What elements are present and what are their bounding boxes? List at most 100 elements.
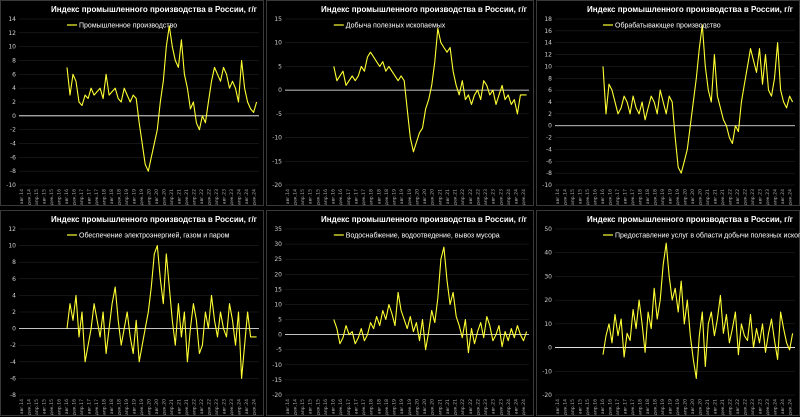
x-tick-label: апр.18 <box>369 399 375 415</box>
x-tick-label: апр.15 <box>300 399 306 415</box>
y-tick-label: -20 <box>272 182 282 189</box>
x-tick-label: авг.21 <box>176 189 182 204</box>
x-tick-label: авг.22 <box>735 189 741 204</box>
x-tick-label: апр.15 <box>34 189 40 205</box>
x-tick-label: авг.24 <box>244 189 250 204</box>
y-tick-label: 10 <box>8 243 16 250</box>
y-tick-label: 30 <box>274 241 282 248</box>
y-tick-label: 8 <box>12 58 16 65</box>
y-tick-label: -4 <box>546 146 552 153</box>
x-tick-label: дек.14 <box>562 399 568 415</box>
x-tick-label: авг.16 <box>331 399 337 414</box>
x-tick-label: дек.21 <box>720 399 726 415</box>
series-line <box>333 246 528 354</box>
y-tick-label: 15 <box>274 286 282 293</box>
y-tick-label: 0 <box>278 87 282 94</box>
chart-panel-6: Индекс промышленного производства в Росс… <box>536 210 800 416</box>
chart-title: Индекс промышленного производства в Росс… <box>321 5 528 14</box>
x-tick-label: авг.21 <box>712 189 718 204</box>
x-tick-label: авг.14 <box>285 399 291 414</box>
y-tick-label: 10 <box>544 63 552 70</box>
y-tick-label: 30 <box>544 273 552 280</box>
y-tick-label: 2 <box>12 99 16 106</box>
y-tick-label: 6 <box>12 71 16 78</box>
x-tick-label: дек.19 <box>407 399 413 415</box>
y-tick-label: 15 <box>274 16 282 23</box>
x-tick-label: дек.22 <box>742 399 748 415</box>
chart-title: Индекс промышленного производства в Росс… <box>587 215 794 224</box>
chart-svg: Индекс промышленного производства в Росс… <box>8 215 259 415</box>
x-tick-label: апр.24 <box>772 189 778 205</box>
x-tick-label: авг.23 <box>491 189 497 204</box>
x-tick-label: дек.24 <box>251 189 257 205</box>
x-tick-label: дек.16 <box>338 399 344 415</box>
y-tick-label: 12 <box>8 226 16 233</box>
x-tick-label: дек.21 <box>453 189 459 205</box>
x-tick-label: апр.17 <box>615 189 621 205</box>
x-tick-label: авг.23 <box>221 189 227 204</box>
x-tick-label: авг.23 <box>757 189 763 204</box>
x-tick-label: авг.24 <box>780 399 786 414</box>
x-tick-label: дек.21 <box>453 399 459 415</box>
x-tick-label: дек.22 <box>475 189 481 205</box>
chart-svg: Индекс промышленного производства в Росс… <box>6 5 259 205</box>
x-tick-label: дек.15 <box>315 189 321 205</box>
y-tick-label: -15 <box>272 158 282 165</box>
x-tick-label: апр.20 <box>682 399 688 415</box>
x-tick-label: дек.18 <box>384 399 390 415</box>
x-tick-label: авг.20 <box>154 399 160 414</box>
y-tick-label: 10 <box>274 301 282 308</box>
chart-panel-2: Индекс промышленного производства в Росс… <box>266 0 534 206</box>
series-line <box>66 245 257 379</box>
x-tick-label: апр.16 <box>592 399 598 415</box>
y-tick-label: 20 <box>544 297 552 304</box>
x-tick-label: дек.17 <box>94 189 100 205</box>
x-tick-label: дек.18 <box>116 399 122 415</box>
y-tick-label: -5 <box>276 111 282 118</box>
x-tick-label: апр.24 <box>236 399 242 415</box>
x-tick-label: апр.15 <box>34 399 40 415</box>
y-tick-label: 16 <box>544 28 552 35</box>
x-tick-label: апр.23 <box>214 399 220 415</box>
x-tick-label: авг.20 <box>690 189 696 204</box>
x-tick-label: авг.15 <box>577 399 583 414</box>
x-tick-label: дек.15 <box>585 399 591 415</box>
x-tick-label: апр.23 <box>483 189 489 205</box>
x-tick-label: авг.20 <box>422 189 428 204</box>
series-line <box>602 24 794 174</box>
x-tick-label: дек.19 <box>675 399 681 415</box>
y-tick-label: 50 <box>544 226 552 233</box>
x-tick-label: авг.24 <box>514 189 520 204</box>
x-tick-label: дек.20 <box>697 399 703 415</box>
x-tick-label: дек.15 <box>315 399 321 415</box>
x-tick-label: авг.18 <box>645 399 651 414</box>
legend-label: Обеспечение электроэнергией, газом и пар… <box>79 232 230 240</box>
chart-title: Индекс промышленного производства в Росс… <box>51 5 258 14</box>
y-tick-label: -5 <box>276 347 282 354</box>
y-tick-label: 14 <box>544 40 552 47</box>
x-tick-label: апр.21 <box>437 189 443 205</box>
x-tick-label: авг.24 <box>514 399 520 414</box>
y-tick-label: 0 <box>548 345 552 352</box>
x-tick-label: апр.18 <box>101 189 107 205</box>
x-tick-label: авг.14 <box>555 399 561 414</box>
x-tick-label: апр.17 <box>346 399 352 415</box>
legend-label: Промышленное производство <box>79 23 177 30</box>
x-tick-label: апр.18 <box>637 189 643 205</box>
x-tick-label: авг.15 <box>41 399 47 414</box>
chart-panel-1: Индекс промышленного производства в Росс… <box>0 0 264 206</box>
x-tick-label: апр.17 <box>346 189 352 205</box>
x-tick-label: апр.15 <box>570 189 576 205</box>
chart-panel-5: Индекс промышленного производства в Росс… <box>266 210 534 416</box>
y-tick-label: 12 <box>8 30 16 37</box>
chart-panel-3: Индекс промышленного производства в Росс… <box>536 0 800 206</box>
x-tick-label: апр.22 <box>460 399 466 415</box>
x-tick-label: апр.18 <box>369 189 375 205</box>
y-tick-label: -10 <box>542 368 552 375</box>
x-tick-label: авг.20 <box>154 189 160 204</box>
x-tick-label: дек.19 <box>675 189 681 205</box>
x-tick-label: дек.23 <box>765 189 771 205</box>
x-tick-label: апр.21 <box>705 399 711 415</box>
x-tick-label: апр.21 <box>437 399 443 415</box>
x-tick-label: дек.20 <box>161 189 167 205</box>
